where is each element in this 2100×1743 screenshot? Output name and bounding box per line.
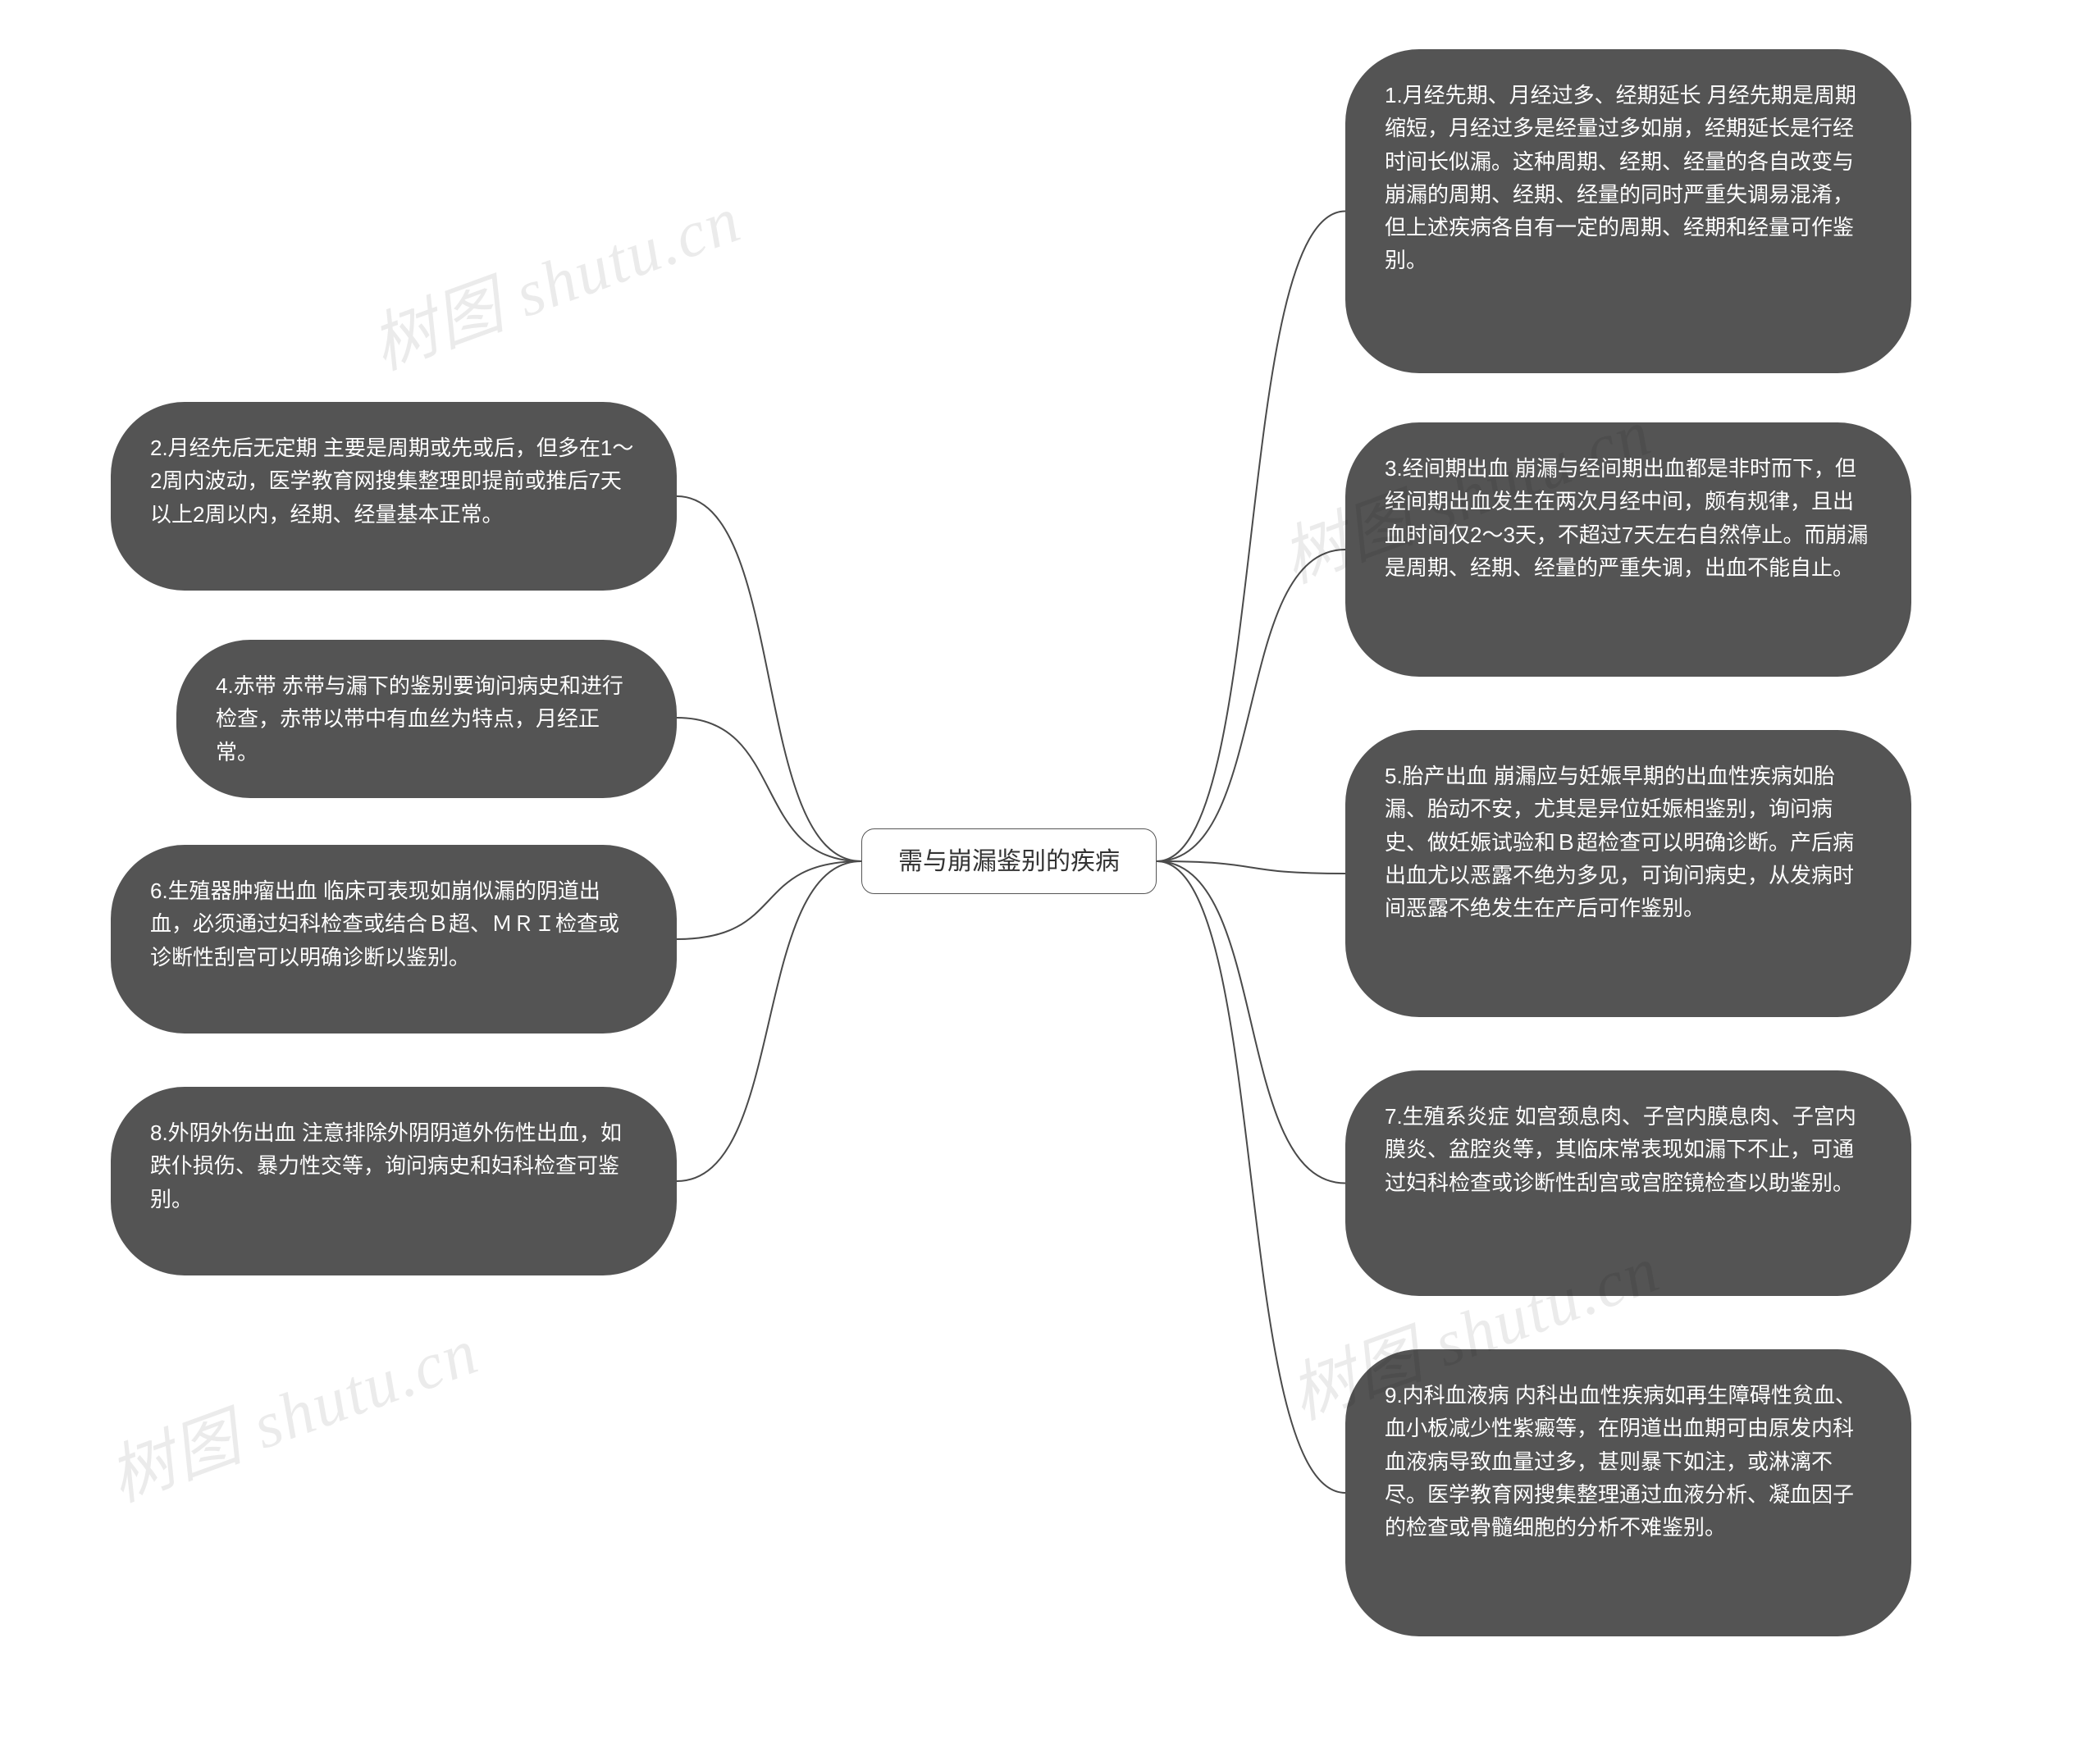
node-left-4: 4.赤带 赤带与漏下的鉴别要询问病史和进行检查，赤带以带中有血丝为特点，月经正常… <box>176 640 677 798</box>
node-right-7: 7.生殖系炎症 如宫颈息肉、子宫内膜息肉、子宫内膜炎、盆腔炎等，其临床常表现如漏… <box>1345 1070 1911 1296</box>
node-right-9: 9.内科血液病 内科出血性疾病如再生障碍性贫血、血小板减少性紫癜等，在阴道出血期… <box>1345 1349 1911 1636</box>
watermark: 树图 shutu.cn <box>356 167 751 388</box>
edge <box>1157 861 1345 874</box>
node-right-5: 5.胎产出血 崩漏应与妊娠早期的出血性疾病如胎漏、胎动不安，尤其是异位妊娠相鉴别… <box>1345 730 1911 1017</box>
watermark: 树图 shutu.cn <box>94 1298 489 1520</box>
node-left-6: 6.生殖器肿瘤出血 临床可表现如崩似漏的阴道出血，必须通过妇科检查或结合Ｂ超、Ｍ… <box>111 845 677 1033</box>
edge <box>677 718 861 861</box>
edge <box>677 861 861 1181</box>
node-right-1: 1.月经先期、月经过多、经期延长 月经先期是周期缩短，月经过多是经量过多如崩，经… <box>1345 49 1911 373</box>
node-left-2: 2.月经先后无定期 主要是周期或先或后，但多在1～2周内波动，医学教育网搜集整理… <box>111 402 677 591</box>
edge <box>677 861 861 939</box>
edge <box>1157 861 1345 1493</box>
edge <box>1157 861 1345 1184</box>
edge <box>677 496 861 861</box>
edge <box>1157 550 1345 861</box>
node-right-3: 3.经间期出血 崩漏与经间期出血都是非时而下，但经间期出血发生在两次月经中间，颇… <box>1345 422 1911 677</box>
center-node: 需与崩漏鉴别的疾病 <box>861 828 1157 894</box>
edge <box>1157 212 1345 862</box>
node-left-8: 8.外阴外伤出血 注意排除外阴阴道外伤性出血，如跌仆损伤、暴力性交等，询问病史和… <box>111 1087 677 1275</box>
